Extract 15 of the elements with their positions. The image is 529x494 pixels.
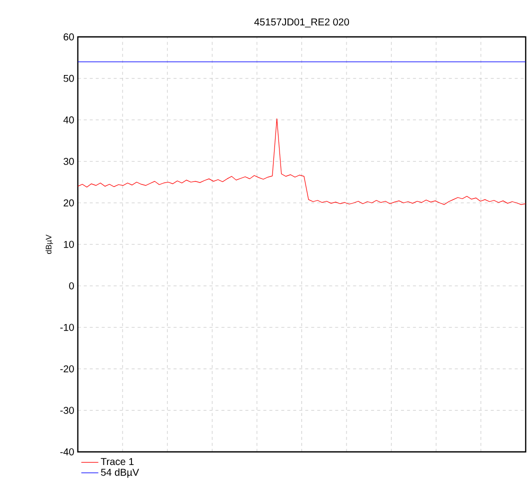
y-tick-label: -40 bbox=[60, 448, 74, 456]
y-tick-label: 60 bbox=[64, 33, 74, 41]
line-series bbox=[78, 118, 526, 205]
y-tick-label: -20 bbox=[60, 365, 74, 373]
legend-label: 54 dBµV bbox=[101, 468, 140, 478]
chart-title: 45157JD01_RE2 020 bbox=[254, 18, 350, 28]
y-tick-label: -30 bbox=[60, 406, 74, 414]
y-tick-label: 50 bbox=[64, 74, 74, 82]
legend-label: Trace 1 bbox=[100, 458, 134, 466]
y-tick-label: 30 bbox=[64, 158, 74, 166]
y-tick-label: 10 bbox=[64, 240, 74, 248]
y-tick-label: 40 bbox=[63, 116, 74, 124]
y-tick-label: 0 bbox=[69, 282, 74, 290]
y-tick-label: 20 bbox=[64, 199, 74, 207]
y-tick-label: -10 bbox=[60, 324, 74, 332]
